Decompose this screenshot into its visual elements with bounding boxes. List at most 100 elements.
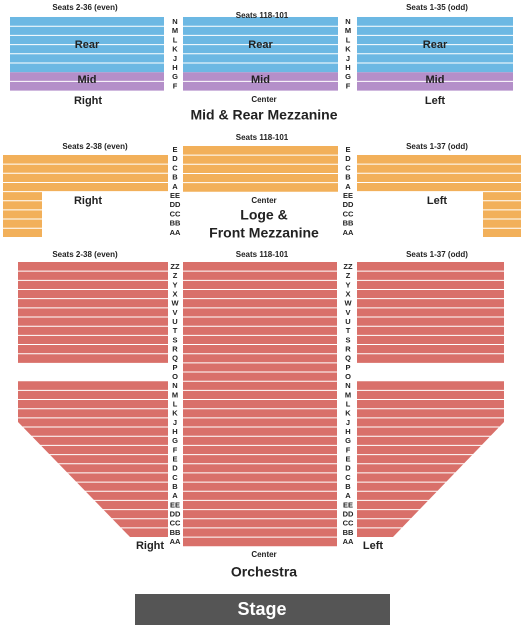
- row-label: DD: [343, 510, 354, 519]
- row-label: U: [172, 317, 177, 326]
- row-label: V: [345, 308, 350, 317]
- row-label: AA: [170, 228, 181, 237]
- row-label: E: [172, 145, 177, 154]
- row-label: AA: [343, 228, 354, 237]
- row-label: C: [345, 473, 351, 482]
- row-label: B: [172, 173, 178, 182]
- row-label: J: [173, 54, 177, 63]
- row-label: B: [345, 173, 351, 182]
- seat-block[interactable]: [357, 381, 504, 537]
- row-label: B: [345, 482, 351, 491]
- row-label: P: [345, 363, 350, 372]
- row-label: J: [173, 418, 177, 427]
- row-label: D: [172, 154, 178, 163]
- row-label: R: [345, 345, 351, 354]
- seat-range: Seats 118-101: [236, 250, 289, 259]
- row-label: N: [172, 17, 177, 26]
- row-label: F: [173, 445, 178, 454]
- row-label: D: [345, 154, 351, 163]
- row-label: C: [172, 473, 178, 482]
- section-name: Orchestra: [231, 564, 297, 580]
- row-label: M: [172, 390, 178, 399]
- row-label: O: [345, 372, 351, 381]
- seat-range: Seats 1-37 (odd): [406, 142, 468, 151]
- side-label: Left: [425, 95, 446, 107]
- row-label: AA: [170, 537, 181, 546]
- row-label: E: [345, 455, 350, 464]
- row-label: G: [345, 436, 351, 445]
- row-label: CC: [343, 519, 354, 528]
- seat-block[interactable]: [357, 155, 521, 237]
- row-label: E: [172, 455, 177, 464]
- seat-range: Seats 1-35 (odd): [406, 3, 468, 12]
- row-label: H: [345, 427, 350, 436]
- row-label: L: [173, 400, 178, 409]
- seat-range: Seats 1-37 (odd): [406, 250, 468, 259]
- row-label: BB: [343, 528, 354, 537]
- row-label: T: [173, 326, 178, 335]
- zone-label: Rear: [423, 39, 448, 51]
- stage[interactable]: [135, 594, 390, 625]
- seat-block[interactable]: [18, 381, 168, 537]
- row-label: K: [345, 45, 351, 54]
- seat-block[interactable]: [18, 262, 168, 363]
- row-label: C: [172, 163, 178, 172]
- zone-label: Mid: [78, 74, 97, 86]
- row-label: S: [345, 335, 350, 344]
- zone-label: Mid: [426, 74, 445, 86]
- row-label: V: [172, 308, 177, 317]
- row-label: J: [346, 54, 350, 63]
- side-label: Left: [427, 195, 448, 207]
- side-label: Right: [136, 540, 164, 552]
- row-label: X: [172, 289, 177, 298]
- row-label: Z: [173, 271, 178, 280]
- seat-range: Seats 2-38 (even): [52, 250, 118, 259]
- row-label: N: [345, 381, 350, 390]
- row-label: W: [344, 299, 352, 308]
- row-label: EE: [343, 500, 353, 509]
- row-label: N: [345, 17, 350, 26]
- seat-range: Seats 118-101: [236, 11, 289, 20]
- side-label: Left: [363, 540, 384, 552]
- zone-label: Rear: [248, 39, 273, 51]
- row-label: BB: [170, 528, 181, 537]
- row-label: CC: [170, 519, 181, 528]
- row-label: H: [172, 427, 177, 436]
- row-label: M: [345, 26, 351, 35]
- seat-block[interactable]: [357, 262, 504, 363]
- row-label: DD: [343, 200, 354, 209]
- row-label: A: [345, 182, 351, 191]
- row-label: L: [173, 35, 178, 44]
- row-label: ZZ: [343, 262, 353, 271]
- row-label: C: [345, 163, 351, 172]
- row-label: H: [345, 63, 350, 72]
- row-label: A: [172, 491, 178, 500]
- row-label: EE: [170, 191, 180, 200]
- row-label: H: [172, 63, 177, 72]
- row-label: K: [172, 409, 178, 418]
- row-label: Y: [172, 280, 177, 289]
- row-label: EE: [343, 191, 353, 200]
- row-label: N: [172, 381, 177, 390]
- row-label: D: [172, 464, 178, 473]
- row-label: K: [345, 409, 351, 418]
- seat-block[interactable]: [183, 262, 337, 547]
- stage-label: Stage: [237, 599, 286, 619]
- row-label: J: [346, 418, 350, 427]
- row-label: CC: [170, 209, 181, 218]
- seat-block[interactable]: [183, 146, 338, 192]
- row-label: A: [345, 491, 351, 500]
- seat-range: Seats 2-38 (even): [62, 142, 128, 151]
- section-name: Loge &: [240, 207, 287, 223]
- row-label: K: [172, 45, 178, 54]
- row-label: DD: [170, 510, 181, 519]
- row-label: Q: [345, 354, 351, 363]
- row-label: BB: [343, 219, 354, 228]
- row-label: EE: [170, 500, 180, 509]
- zone-label: Rear: [75, 39, 100, 51]
- row-label: W: [171, 299, 179, 308]
- row-label: O: [172, 372, 178, 381]
- side-label: Center: [251, 95, 276, 104]
- seat-block[interactable]: [3, 155, 168, 237]
